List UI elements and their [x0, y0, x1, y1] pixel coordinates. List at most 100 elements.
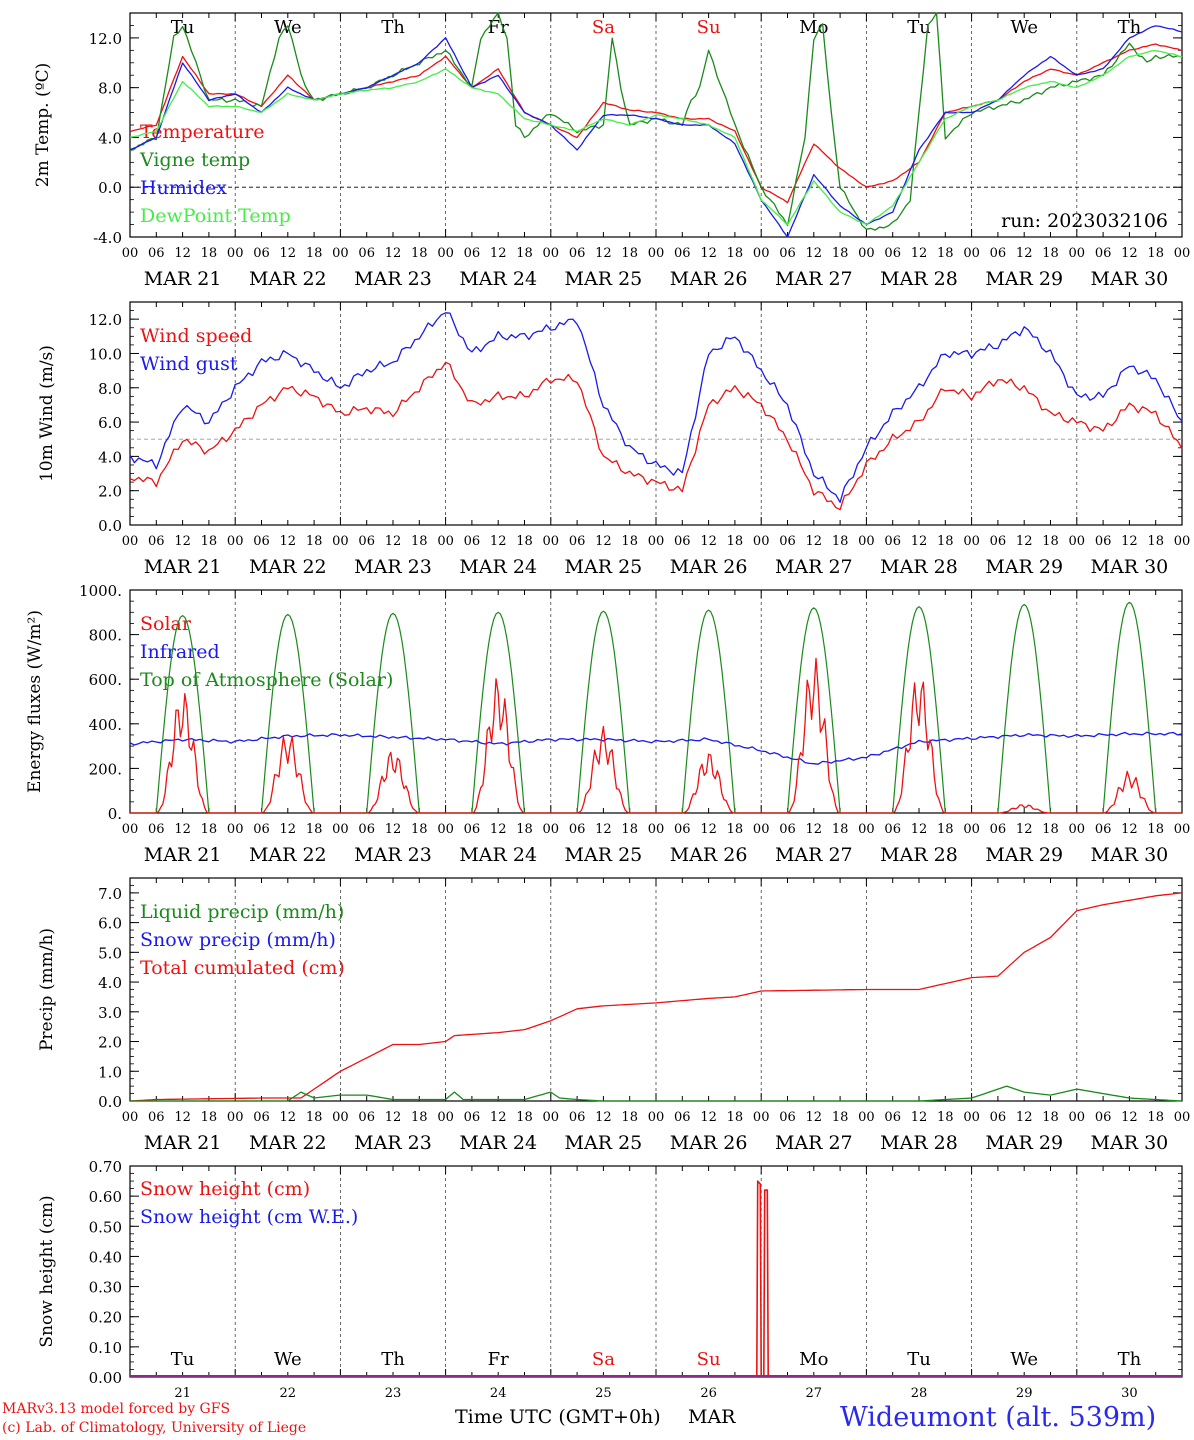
hour-tick-label: 06 — [779, 1110, 796, 1125]
hour-tick-label: 06 — [253, 822, 270, 837]
legend-entry: Solar — [140, 613, 192, 635]
hour-tick-label: 06 — [148, 822, 165, 837]
hour-tick-label: 18 — [937, 1110, 954, 1125]
y-tick-label: 0.00 — [89, 1369, 122, 1387]
series-line-temperature — [129, 43, 1183, 204]
date-label: MAR 22 — [249, 556, 327, 578]
hour-tick-label: 18 — [727, 246, 744, 261]
y-axis-label: Precip (mm/h) — [37, 928, 57, 1051]
y-axis-label: 2m Temp. (ºC) — [33, 63, 53, 188]
hour-tick-label: 18 — [1042, 1110, 1059, 1125]
hour-tick-label: 00 — [122, 534, 139, 549]
hour-tick-label: 06 — [1095, 822, 1112, 837]
hour-tick-label: 12 — [595, 246, 612, 261]
y-tick-label: 3.0 — [98, 1004, 122, 1022]
plot-frame — [129, 589, 1183, 814]
legend-entry: Snow height (cm W.E.) — [140, 1206, 358, 1228]
hour-tick-label: 12 — [174, 246, 191, 261]
hour-tick-label: 06 — [1095, 246, 1112, 261]
hour-tick-label: 18 — [516, 246, 533, 261]
legend-entry: Liquid precip (mm/h) — [140, 901, 344, 923]
hour-tick-label: 12 — [385, 822, 402, 837]
hour-tick-label: 12 — [385, 1110, 402, 1125]
hour-tick-label: 06 — [464, 1110, 481, 1125]
hour-tick-label: 12 — [1121, 534, 1138, 549]
hour-tick-label: 18 — [306, 1110, 323, 1125]
run-label: run: 2023032106 — [1001, 210, 1168, 232]
hour-tick-label: 18 — [832, 1110, 849, 1125]
y-tick-label: 0.60 — [89, 1188, 122, 1206]
y-tick-label: 7.0 — [98, 885, 122, 903]
legend-entry: Vigne temp — [139, 149, 250, 171]
day-number: 24 — [490, 1386, 507, 1401]
hour-tick-label: 18 — [832, 246, 849, 261]
hour-tick-label: 12 — [911, 1110, 928, 1125]
hour-tick-label: 06 — [358, 246, 375, 261]
site-label: Wideumont (alt. 539m) — [840, 1402, 1157, 1433]
legend-entry: Infrared — [140, 641, 220, 663]
hour-tick-label: 06 — [990, 1110, 1007, 1125]
y-tick-label: 0.40 — [89, 1248, 122, 1266]
hour-tick-label: 00 — [753, 1110, 770, 1125]
date-label: MAR 21 — [144, 268, 222, 290]
date-label: MAR 22 — [249, 844, 327, 866]
hour-tick-label: 00 — [227, 822, 244, 837]
hour-tick-label: 00 — [332, 246, 349, 261]
hour-tick-label: 00 — [753, 534, 770, 549]
hour-tick-label: 18 — [832, 534, 849, 549]
day-number: 29 — [1016, 1386, 1033, 1401]
hour-tick-label: 00 — [437, 822, 454, 837]
hour-tick-label: 18 — [621, 822, 638, 837]
hour-tick-label: 12 — [700, 534, 717, 549]
hour-tick-label: 00 — [543, 534, 560, 549]
legend-entry: Wind gust — [140, 353, 238, 375]
day-name: Sa — [592, 17, 615, 38]
y-tick-label: 4.0 — [98, 129, 122, 147]
y-tick-label: 10.0 — [89, 345, 122, 363]
hour-tick-label: 06 — [674, 1110, 691, 1125]
date-label: MAR 29 — [985, 844, 1063, 866]
date-label: MAR 23 — [354, 556, 432, 578]
hour-tick-label: 00 — [858, 1110, 875, 1125]
day-name: Th — [381, 1349, 405, 1370]
date-label: MAR 30 — [1091, 844, 1169, 866]
hour-tick-label: 00 — [1069, 534, 1086, 549]
date-label: MAR 25 — [565, 556, 643, 578]
hour-tick-label: 12 — [1121, 822, 1138, 837]
day-name: Fr — [488, 17, 509, 38]
y-tick-label: 400. — [89, 716, 122, 734]
y-tick-label: 0.0 — [98, 179, 122, 197]
hour-tick-label: 18 — [201, 534, 218, 549]
date-label: MAR 27 — [775, 268, 853, 290]
hour-tick-label: 18 — [201, 822, 218, 837]
hour-tick-label: 18 — [727, 534, 744, 549]
day-name: Th — [381, 17, 405, 38]
hour-tick-label: 12 — [806, 534, 823, 549]
date-label: MAR 25 — [565, 1132, 643, 1154]
hour-tick-label: 00 — [437, 246, 454, 261]
hour-tick-label: 12 — [911, 534, 928, 549]
hour-tick-label: 00 — [648, 1110, 665, 1125]
hour-tick-label: 00 — [1174, 1110, 1191, 1125]
hour-tick-label: 18 — [1147, 246, 1164, 261]
hour-tick-label: 00 — [227, 246, 244, 261]
hour-tick-label: 18 — [516, 534, 533, 549]
date-label: MAR 27 — [775, 556, 853, 578]
y-tick-label: 0. — [108, 805, 122, 823]
hour-tick-label: 12 — [280, 246, 297, 261]
y-tick-label: -4.0 — [93, 229, 122, 247]
hour-tick-label: 06 — [569, 1110, 586, 1125]
hour-tick-label: 18 — [832, 822, 849, 837]
hour-tick-label: 12 — [595, 534, 612, 549]
date-label: MAR 30 — [1091, 268, 1169, 290]
y-tick-label: 600. — [89, 671, 122, 689]
hour-tick-label: 06 — [779, 822, 796, 837]
date-label: MAR 24 — [459, 1132, 537, 1154]
hour-tick-label: 00 — [753, 246, 770, 261]
hour-tick-label: 18 — [937, 822, 954, 837]
date-label: MAR 24 — [459, 556, 537, 578]
hour-tick-label: 00 — [543, 1110, 560, 1125]
hour-tick-label: 18 — [306, 822, 323, 837]
date-label: MAR 27 — [775, 1132, 853, 1154]
hour-tick-label: 06 — [674, 822, 691, 837]
